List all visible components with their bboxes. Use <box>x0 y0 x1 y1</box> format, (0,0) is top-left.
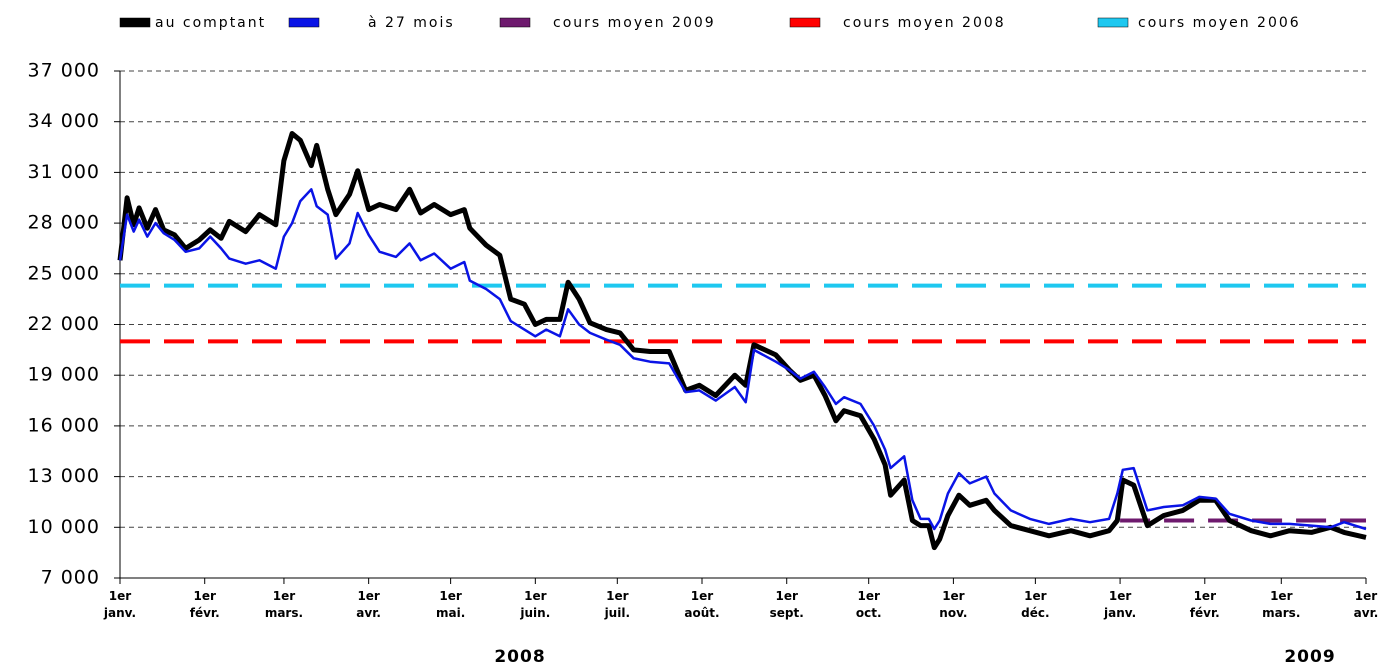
x-tick-label: 1er févr. <box>189 589 220 620</box>
legend-swatch <box>288 17 320 28</box>
y-tick-label: 16 000 <box>28 414 100 436</box>
x-tick-label: 1er juin. <box>520 589 551 620</box>
x-tick-label: 1er mai. <box>435 589 466 620</box>
x-tick-label: 1er nov. <box>939 589 968 620</box>
y-tick-label: 19 000 <box>28 364 100 386</box>
legend-label: à 27 mois <box>368 15 455 31</box>
x-tick-label: 1er avr. <box>356 589 381 620</box>
y-tick-label: 10 000 <box>28 516 100 538</box>
legend-swatch <box>1097 17 1129 28</box>
series-line <box>118 188 1367 531</box>
x-tick-label: 1er déc. <box>1021 589 1050 620</box>
x-tick-label: 1er mars. <box>264 589 304 620</box>
legend-swatch <box>499 17 531 28</box>
legend-label: cours moyen 2008 <box>843 15 1006 31</box>
x-tick-label: 1er janv. <box>103 589 137 620</box>
y-tick-label: 7 000 <box>41 567 100 589</box>
y-tick-label: 37 000 <box>28 60 100 82</box>
y-tick-label: 28 000 <box>28 212 100 234</box>
year-label: 2008 <box>494 647 545 666</box>
x-tick-label: 1er sept. <box>769 589 804 620</box>
x-tick-label: 1er mars. <box>1262 589 1301 620</box>
legend-label: cours moyen 2009 <box>553 15 716 31</box>
y-tick-label: 31 000 <box>28 161 100 183</box>
x-tick-label: 1er févr. <box>1189 589 1220 620</box>
legend-label: cours moyen 2006 <box>1138 15 1301 31</box>
x-tick-label: 1er août. <box>684 589 720 620</box>
x-tick-label: 1er juil. <box>604 589 631 620</box>
legend-swatch <box>119 17 151 28</box>
x-tick-label: 1er avr. <box>1353 589 1379 620</box>
y-tick-label: 22 000 <box>28 313 100 335</box>
legend-label: au comptant <box>155 15 266 31</box>
x-tick-label: 1er oct. <box>855 589 882 620</box>
y-tick-label: 13 000 <box>28 465 100 487</box>
legend-swatch <box>789 17 821 28</box>
x-tick-label: 1er janv. <box>1104 589 1137 620</box>
y-tick-label: 25 000 <box>28 262 100 284</box>
y-tick-label: 34 000 <box>28 110 100 132</box>
year-label: 2009 <box>1284 647 1335 666</box>
